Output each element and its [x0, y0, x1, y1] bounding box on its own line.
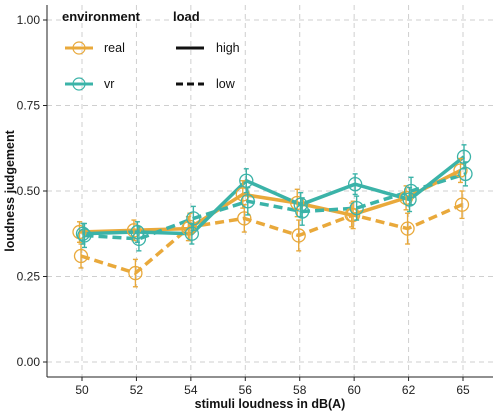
data-point [403, 183, 419, 199]
y-tick-label: 0.50 [17, 184, 41, 198]
data-point [345, 207, 361, 223]
x-tick-label: 58 [293, 383, 307, 397]
legend-key-vr [65, 77, 93, 91]
grid-lines [47, 5, 493, 377]
data-point [75, 226, 91, 241]
data-point [458, 166, 473, 182]
data-point [349, 200, 364, 216]
legend-label-real: real [104, 41, 125, 55]
legend-label-high: high [216, 41, 240, 55]
data-point [456, 149, 472, 164]
x-tick-labels: 50 52 54 56 58 60 62 65 [75, 383, 470, 397]
x-tick-label: 56 [239, 383, 253, 397]
data-point [237, 211, 252, 226]
series-line [84, 172, 467, 241]
data-point [240, 194, 255, 209]
legend: environment load real vr high low [62, 9, 240, 91]
y-tick-label: 0.25 [17, 270, 41, 284]
y-tick-label: 1.00 [17, 13, 41, 27]
x-tick-label: 52 [130, 383, 144, 397]
x-tick-label: 62 [402, 383, 416, 397]
series-vr-low [84, 172, 467, 241]
legend-title-load: load [173, 9, 200, 24]
x-axis-title: stimuli loudness in dB(A) [195, 397, 346, 411]
data-point [73, 248, 89, 264]
y-axis-title: loudness judgement [3, 129, 17, 251]
x-tick-label: 65 [456, 383, 470, 397]
series-real-low [80, 203, 463, 275]
data-point [400, 221, 415, 236]
series-markers-vr-low [77, 161, 473, 252]
legend-label-low: low [216, 77, 236, 91]
data-point [347, 177, 363, 192]
legend-title-environment: environment [62, 9, 141, 24]
y-tick-labels: 0.00 0.25 0.50 0.75 1.00 [17, 13, 41, 369]
series-line [80, 203, 463, 275]
data-point [295, 204, 310, 219]
x-tick-label: 60 [347, 383, 361, 397]
data-point [128, 265, 143, 281]
legend-label-vr: vr [104, 77, 114, 91]
series-vr-high [82, 155, 466, 236]
series [72, 144, 473, 288]
y-tick-label: 0.00 [17, 355, 41, 369]
legend-key-real [65, 41, 93, 55]
data-point [130, 224, 145, 240]
x-tick-label: 50 [75, 383, 89, 397]
x-tick-label: 54 [184, 383, 198, 397]
data-point [182, 219, 198, 235]
data-point [186, 211, 201, 226]
y-tick-label: 0.75 [17, 99, 41, 113]
data-point [454, 197, 470, 212]
axes [43, 5, 493, 381]
data-point [77, 228, 92, 243]
data-point [131, 231, 147, 247]
data-point [291, 228, 306, 243]
series-markers-vr-high [75, 144, 472, 245]
data-point [402, 192, 417, 207]
data-point [184, 226, 200, 241]
series-line [82, 155, 466, 236]
